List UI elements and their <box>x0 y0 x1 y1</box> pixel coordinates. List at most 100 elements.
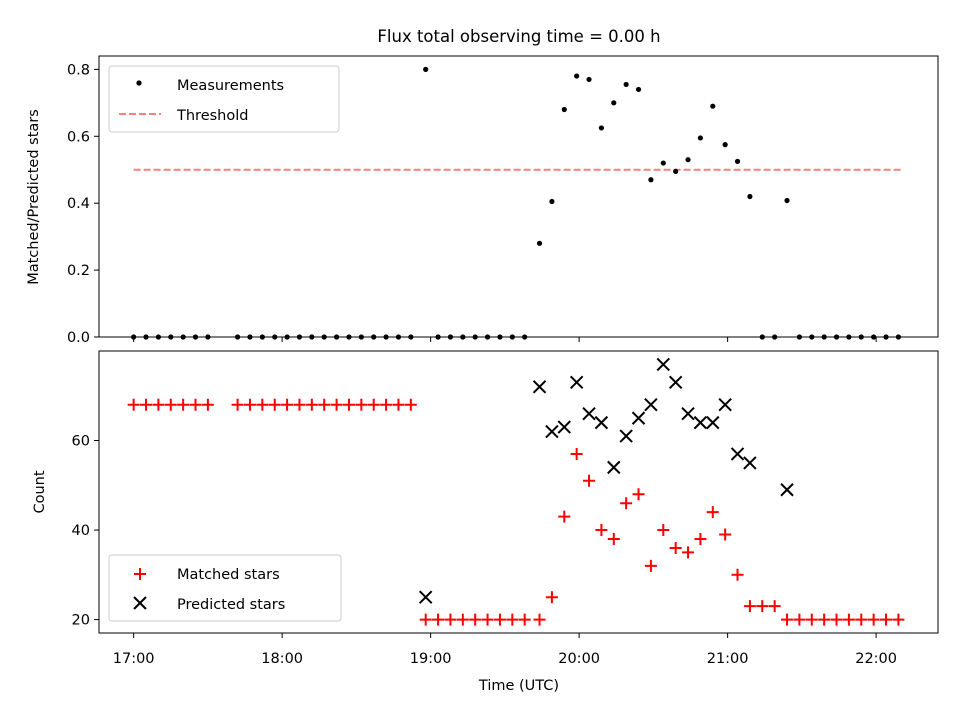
matched-star-point <box>842 613 855 626</box>
matched-star-point <box>367 398 380 411</box>
matched-star-point <box>768 600 781 613</box>
predicted-star-point <box>545 424 559 439</box>
matched-star-point <box>818 613 831 626</box>
matched-star-point <box>444 613 457 626</box>
matched-star-point <box>201 398 214 411</box>
y-tick-label: 0.4 <box>67 196 90 212</box>
matched-star-point <box>731 568 744 581</box>
predicted-star-point <box>607 460 621 475</box>
matched-star-point <box>781 613 794 626</box>
matched-star-point <box>595 524 608 537</box>
matched-star-point <box>177 398 190 411</box>
bottom-legend: Matched stars Predicted stars <box>108 554 342 622</box>
legend-matched-label: Matched stars <box>177 567 280 583</box>
measurement-point <box>697 135 704 141</box>
measurement-point <box>586 76 592 83</box>
bottom-y-axis-label: Count <box>32 470 48 513</box>
y-tick-label: 40 <box>72 523 90 539</box>
measurement-point <box>685 157 691 163</box>
matched-star-point <box>743 600 756 613</box>
matched-star-point <box>243 398 256 411</box>
predicted-star-point <box>594 415 609 430</box>
x-tick-label: 18:00 <box>261 651 303 667</box>
predicted-star-point <box>718 398 732 412</box>
y-tick-label: 0.8 <box>67 62 90 78</box>
legend-measurements-label: Measurements <box>177 78 284 94</box>
matched-star-point <box>404 398 417 411</box>
matched-star-point <box>256 398 269 411</box>
measurement-point <box>784 197 790 204</box>
measurement-point <box>660 160 666 166</box>
matched-star-point <box>355 398 368 411</box>
predicted-star-point <box>706 415 720 430</box>
matched-star-point <box>620 497 633 510</box>
matched-star-point <box>793 613 806 626</box>
measurement-point <box>635 86 642 93</box>
predicted-star-point <box>557 420 571 434</box>
x-tick-label: 17:00 <box>113 651 155 667</box>
measurement-point <box>598 125 605 131</box>
measurement-point <box>722 142 728 148</box>
legend-measurements-marker <box>136 80 142 86</box>
matched-star-point <box>481 613 494 626</box>
matched-star-point <box>533 613 546 626</box>
matched-star-point <box>632 488 645 501</box>
y-tick-label: 60 <box>72 434 90 450</box>
predicted-star-point <box>644 398 658 412</box>
measurement-point <box>561 106 567 113</box>
predicted-star-point <box>681 406 695 421</box>
predicted-star-point <box>631 411 646 425</box>
measurement-point <box>574 73 580 79</box>
predicted-star-point <box>743 456 757 470</box>
matched-star-point <box>558 510 571 523</box>
legend-predicted-label: Predicted stars <box>177 597 285 613</box>
bottom-panel: 20 40 60 17:00 18:00 19:00 20:00 21:00 22:00 Co… <box>32 350 939 694</box>
matched-star-point <box>644 559 657 572</box>
matched-star-point <box>756 600 769 613</box>
top-legend-box <box>108 65 340 133</box>
measurement-point <box>623 81 629 88</box>
matched-star-point <box>719 528 732 541</box>
predicted-star-point <box>656 357 670 372</box>
matched-star-point <box>545 591 558 604</box>
matched-star-point <box>268 398 281 411</box>
top-y-axis-label: Matched/Predicted stars <box>26 109 42 285</box>
x-tick-label: 19:00 <box>410 651 452 667</box>
legend-predicted-marker <box>133 596 147 610</box>
matched-star-point <box>293 398 306 411</box>
matched-star-point <box>570 447 583 460</box>
measurement-point <box>423 66 429 72</box>
matched-star-point <box>152 398 165 411</box>
predicted-star-point <box>532 380 547 394</box>
x-tick-label: 21:00 <box>707 651 749 667</box>
legend-threshold-label: Threshold <box>176 108 248 124</box>
predicted-star-point <box>569 375 584 390</box>
matched-star-point <box>669 541 682 554</box>
matched-star-point <box>342 398 355 411</box>
matched-star-point <box>164 398 177 411</box>
top-legend: Measurements Threshold <box>108 65 340 133</box>
predicted-star-point <box>418 590 433 604</box>
measurement-point <box>734 158 741 164</box>
measurement-point <box>710 103 716 109</box>
bottom-axes-frame <box>98 350 939 634</box>
matched-star-point <box>432 613 445 626</box>
x-tick-label: 20:00 <box>558 651 600 667</box>
x-tick-label: 22:00 <box>855 651 897 667</box>
matched-star-point <box>456 613 469 626</box>
bottom-legend-box <box>108 554 342 622</box>
matched-star-point <box>830 613 843 626</box>
matched-star-point <box>805 613 818 626</box>
measurement-point <box>747 193 753 200</box>
matched-star-point <box>493 613 506 626</box>
predicted-star-point <box>780 483 794 497</box>
matched-star-point <box>694 533 707 545</box>
matched-star-point <box>867 613 880 626</box>
top-axes-frame <box>98 55 939 338</box>
matched-star-point <box>657 524 670 537</box>
measurement-point <box>648 177 654 183</box>
measurement-point <box>673 168 679 175</box>
measurement-point <box>611 100 617 106</box>
x-axis-label: Time (UTC) <box>478 678 559 694</box>
